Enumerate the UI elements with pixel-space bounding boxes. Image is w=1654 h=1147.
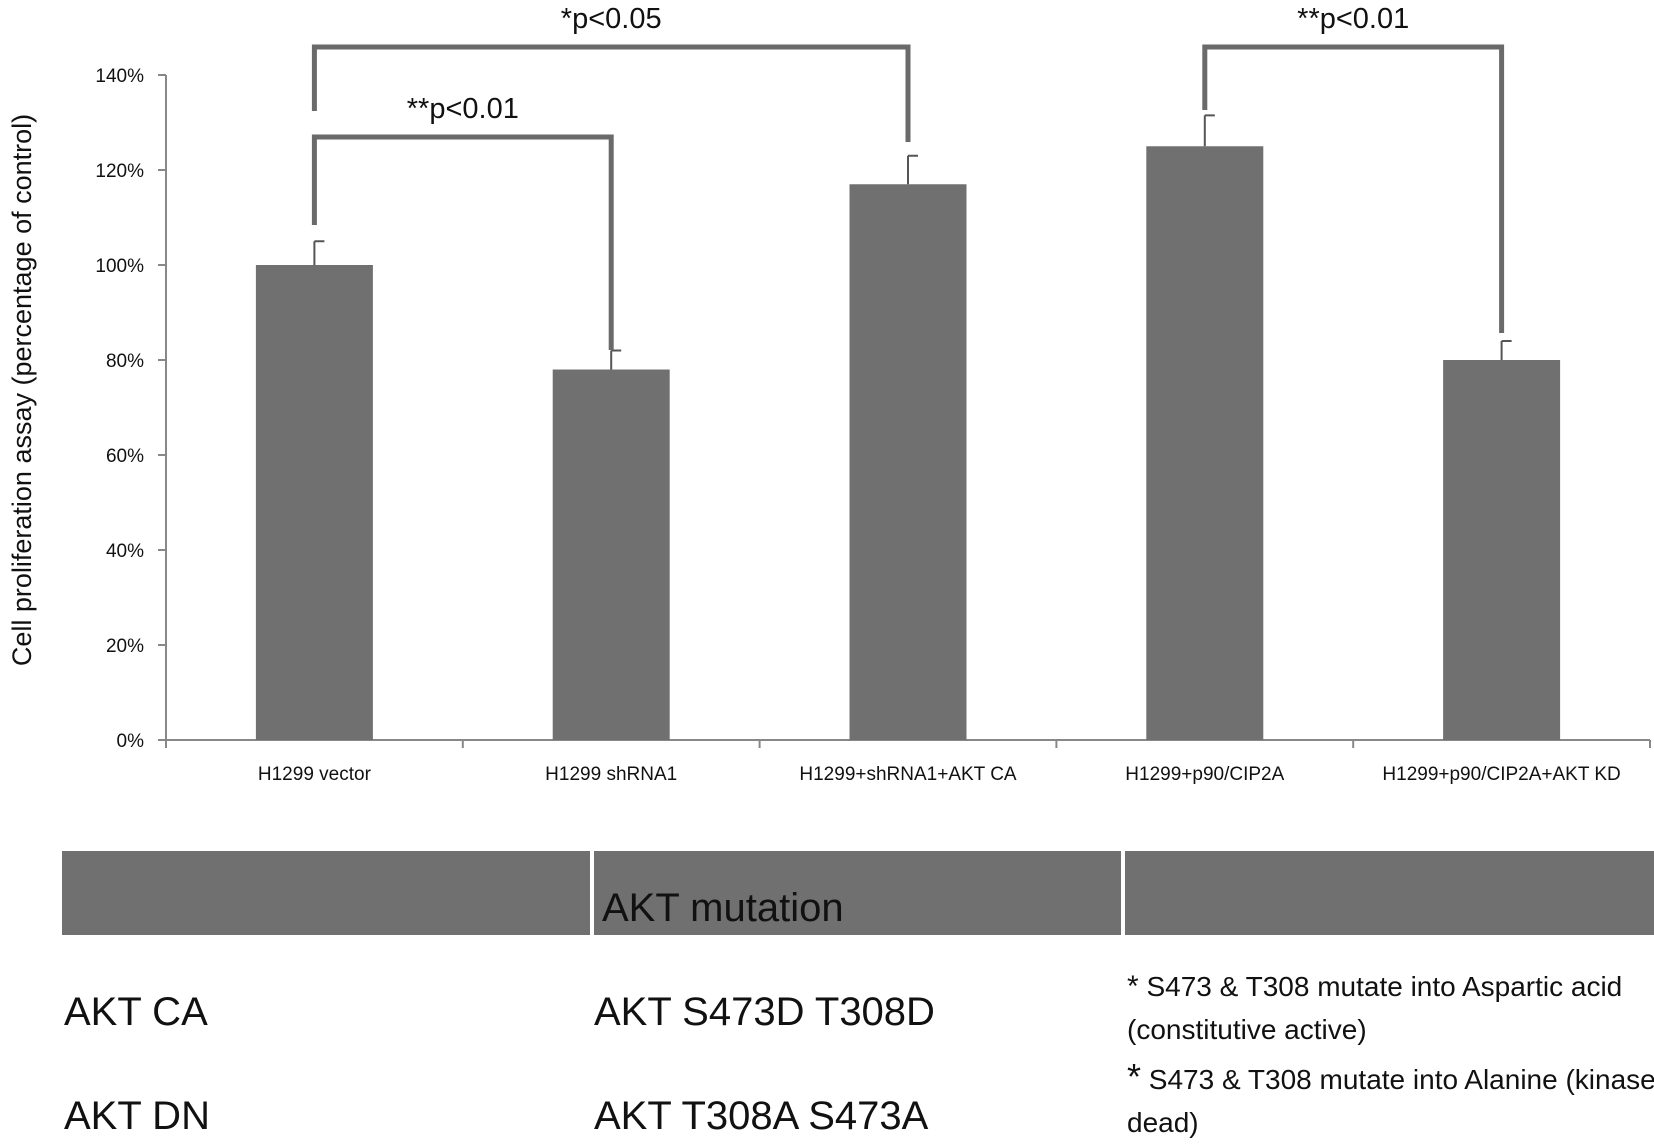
table-header-cell-1 [62,851,590,935]
bar [1443,360,1561,740]
x-tick-label: H1299+shRNA1+AKT CA [799,764,1017,785]
significance-label: **p<0.01 [1297,3,1409,35]
significance-bracket [311,134,614,350]
y-tick-label: 60% [106,446,144,467]
table-header-cell-3 [1125,851,1654,935]
table-note-1: * S473 & T308 mutate into Aspartic acid … [1127,965,1654,1051]
table-row-1-mutation: AKT S473D T308D [594,990,935,1034]
x-tick-label: H1299+p90/CIP2A+AKT KD [1382,764,1620,785]
x-tick-label: H1299+p90/CIP2A [1125,764,1284,785]
y-tick-label: 120% [95,161,144,182]
x-tick-label: H1299 vector [258,764,372,785]
table-header-label-2: AKT mutation [602,886,844,930]
table-row-2-mutation: AKT T308A S473A [594,1094,929,1138]
chart-axes: 0% 20% 40% 60% 80% 100% 120% 140% H1299 vector H1… [95,66,1651,785]
table-row-1-name: AKT CA [64,990,208,1034]
x-tick-label: H1299 shRNA1 [545,764,677,785]
y-tick-label: 0% [117,731,145,752]
significance-label: *p<0.05 [561,3,662,35]
bar-chart: 0% 20% 40% 60% 80% 100% 120% 140% H1299 vector H1… [7,3,1651,785]
chart-bars [255,114,1561,740]
note-1-text: S473 & T308 mutate into Aspartic acid (c… [1127,971,1623,1045]
note-2-text: S473 & T308 mutate into Alanine (kinase … [1127,1064,1654,1138]
y-tick-label: 100% [95,256,144,277]
y-tick-label: 20% [106,636,144,657]
y-axis-label: Cell proliferation assay (percentage of … [7,114,37,666]
bar [1146,146,1264,740]
significance-bracket [311,44,911,142]
note-2-star: * [1127,1056,1142,1097]
note-1-star: * [1127,970,1139,1003]
y-tick-label: 40% [106,541,144,562]
significance-label: **p<0.01 [407,93,519,125]
y-tick-label: 140% [95,66,144,87]
table-header-cell-2: AKT mutation [594,851,1121,935]
table-note-2: * S473 & T308 mutate into Alanine (kinas… [1127,1055,1654,1144]
bar [255,265,373,740]
y-tick-label: 80% [106,351,144,372]
table-row-2-name: AKT DN [64,1094,210,1138]
bar [552,369,670,740]
significance-annotations: **p<0.01 *p<0.05 **p<0.01 [311,3,1505,350]
significance-bracket [1202,44,1505,333]
bar [849,184,967,740]
